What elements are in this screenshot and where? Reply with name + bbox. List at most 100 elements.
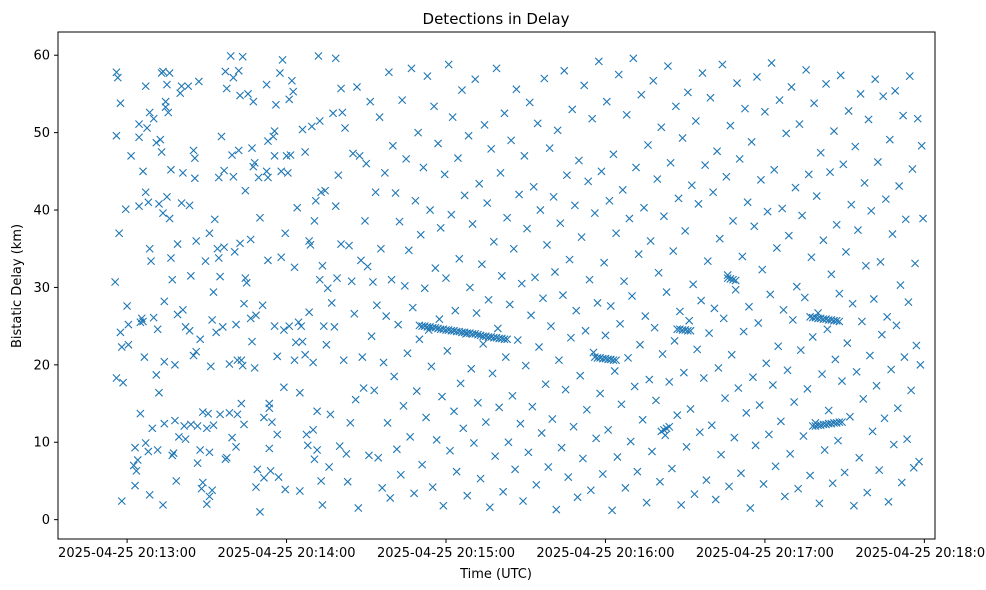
data-point: [310, 455, 319, 464]
data-point: [255, 507, 264, 516]
data-point: [170, 360, 179, 369]
data-point: [783, 366, 792, 375]
data-point: [444, 60, 453, 69]
data-point: [733, 79, 741, 88]
data-point: [755, 401, 764, 410]
data-point: [787, 82, 796, 91]
x-tick-label: 2025-04-25 20:14:00: [218, 546, 356, 561]
data-point: [651, 396, 660, 405]
data-point: [297, 322, 306, 331]
data-point: [681, 226, 690, 235]
data-point: [872, 381, 881, 390]
data-point: [394, 320, 403, 329]
data-point: [259, 473, 268, 482]
data-point: [252, 483, 260, 492]
data-point: [205, 448, 214, 457]
data-point: [258, 301, 267, 310]
data-point: [407, 64, 416, 73]
data-point: [387, 275, 396, 284]
data-point: [596, 389, 605, 398]
data-point: [480, 120, 489, 129]
data-point: [491, 452, 500, 461]
data-point: [537, 428, 546, 437]
data-point: [178, 305, 187, 314]
data-point: [468, 219, 477, 228]
data-point: [521, 361, 530, 370]
data-point: [465, 283, 474, 292]
data-point: [625, 214, 634, 223]
data-point: [396, 470, 405, 479]
data-point: [806, 471, 815, 480]
data-point: [873, 158, 882, 167]
data-point: [189, 146, 198, 155]
data-point: [127, 151, 136, 160]
data-point: [115, 229, 124, 238]
data-point: [572, 306, 581, 315]
data-point: [565, 255, 574, 264]
data-point: [913, 114, 922, 123]
data-point: [869, 295, 878, 304]
chart-title: Detections in Delay: [423, 10, 570, 28]
data-point: [298, 125, 307, 134]
data-point: [193, 422, 202, 430]
data-point: [371, 188, 380, 197]
data-point: [725, 482, 734, 491]
data-point: [154, 388, 163, 397]
data-point: [427, 362, 436, 371]
data-point: [778, 204, 787, 213]
data-point: [255, 213, 264, 222]
data-point: [124, 340, 133, 349]
data-point: [851, 142, 860, 151]
data-point: [481, 418, 490, 427]
data-point: [548, 415, 557, 424]
data-point: [290, 263, 299, 272]
data-point: [598, 469, 607, 478]
data-point: [473, 398, 482, 407]
data-point: [240, 299, 249, 308]
data-point: [679, 368, 688, 377]
data-point: [594, 57, 603, 66]
data-point: [143, 123, 152, 132]
data-point: [384, 68, 393, 77]
data-point: [220, 166, 229, 175]
data-point: [206, 362, 215, 371]
data-point: [165, 69, 174, 78]
data-point: [764, 430, 773, 439]
data-point: [149, 114, 158, 123]
data-point: [496, 168, 505, 177]
data-point: [889, 440, 898, 449]
data-point: [380, 168, 389, 177]
data-point: [576, 371, 585, 380]
data-point: [355, 151, 364, 160]
data-point: [662, 288, 671, 297]
data-point: [569, 422, 578, 431]
data-point: [574, 156, 583, 165]
data-point: [343, 477, 352, 486]
data-point: [896, 281, 905, 290]
data-point: [655, 477, 664, 486]
data-point: [326, 410, 335, 419]
data-point: [709, 188, 718, 197]
data-point: [202, 424, 211, 433]
data-point: [600, 258, 609, 267]
data-point: [726, 121, 735, 130]
data-point: [440, 170, 449, 179]
data-point: [718, 60, 727, 69]
data-point: [815, 499, 824, 508]
data-point: [112, 374, 121, 382]
data-point: [293, 203, 302, 212]
data-point: [487, 144, 496, 153]
data-point: [642, 498, 651, 507]
data-point: [446, 446, 454, 455]
data-point: [616, 319, 625, 328]
data-point: [144, 447, 153, 456]
data-point: [237, 399, 246, 408]
data-point: [162, 192, 171, 201]
data-point: [410, 489, 419, 498]
data-point: [265, 444, 274, 453]
data-point: [225, 408, 234, 417]
data-point: [693, 345, 702, 354]
data-point: [544, 463, 553, 472]
data-point: [857, 317, 866, 326]
data-point: [349, 149, 357, 158]
